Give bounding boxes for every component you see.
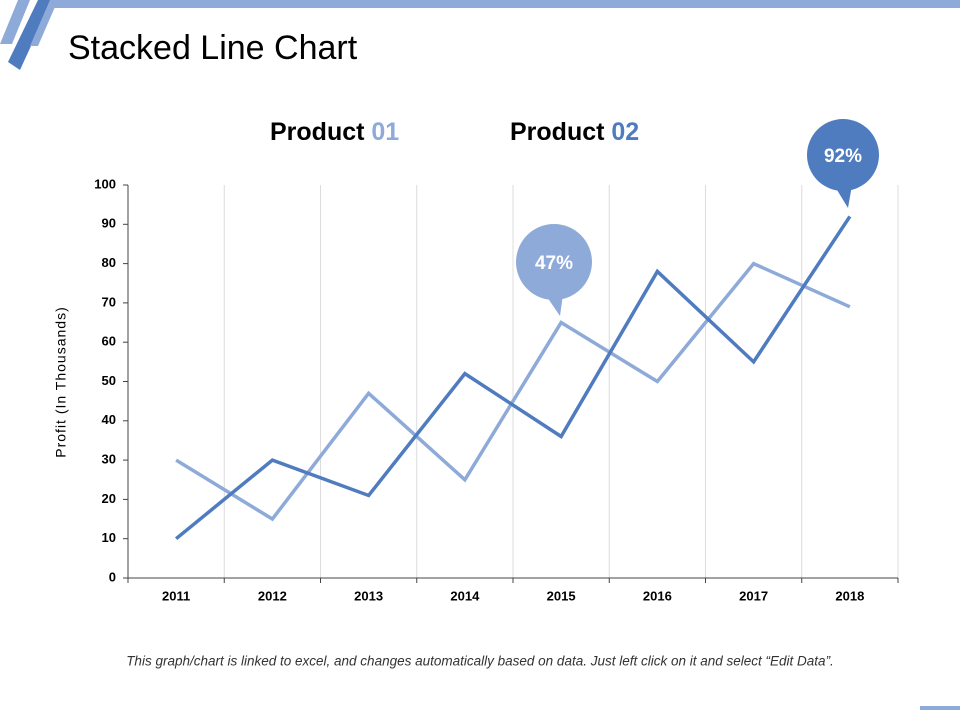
y-tick-label: 70 bbox=[102, 294, 116, 309]
callout bbox=[516, 224, 592, 300]
x-tick-label: 2018 bbox=[835, 588, 864, 603]
callout-label: 47% bbox=[535, 253, 573, 274]
stripe bbox=[0, 0, 30, 44]
callout-pointer bbox=[834, 185, 852, 208]
y-tick-label: 90 bbox=[102, 216, 116, 231]
y-tick-label: 40 bbox=[102, 412, 116, 427]
stripe bbox=[30, 0, 58, 46]
chart-title: Stacked Line Chart bbox=[68, 29, 358, 67]
legend-text: Product bbox=[270, 118, 371, 146]
x-tick-label: 2013 bbox=[354, 588, 383, 603]
x-tick-label: 2011 bbox=[162, 588, 190, 603]
legend-number: 02 bbox=[611, 118, 639, 146]
y-tick-label: 20 bbox=[102, 491, 116, 506]
legend-text: Product bbox=[510, 118, 611, 146]
x-tick-label: 2015 bbox=[547, 588, 576, 603]
y-tick-label: 60 bbox=[102, 334, 116, 349]
x-tick-label: 2012 bbox=[258, 588, 287, 603]
stripe bbox=[8, 0, 52, 70]
corner-bar bbox=[920, 706, 960, 710]
series-line bbox=[175, 215, 852, 541]
y-tick-label: 10 bbox=[102, 530, 116, 545]
x-tick-label: 2016 bbox=[643, 588, 672, 603]
y-tick-label: 100 bbox=[94, 176, 116, 191]
series-line bbox=[175, 261, 851, 522]
callout bbox=[807, 119, 879, 191]
y-tick-label: 80 bbox=[102, 255, 116, 270]
callout-label: 92% bbox=[824, 146, 862, 167]
x-tick-label: 2017 bbox=[739, 588, 768, 603]
y-tick-label: 50 bbox=[102, 373, 116, 388]
top-bar bbox=[50, 0, 960, 8]
y-axis-label: Profit (In Thousands) bbox=[53, 306, 69, 457]
x-tick-label: 2014 bbox=[450, 588, 480, 603]
y-tick-label: 0 bbox=[109, 569, 116, 584]
footnote: This graph/chart is linked to excel, and… bbox=[126, 654, 834, 669]
y-tick-label: 30 bbox=[102, 452, 116, 467]
legend-label: Product 02 bbox=[510, 118, 639, 146]
legend-label: Product 01 bbox=[270, 118, 399, 146]
legend-number: 01 bbox=[371, 118, 399, 146]
